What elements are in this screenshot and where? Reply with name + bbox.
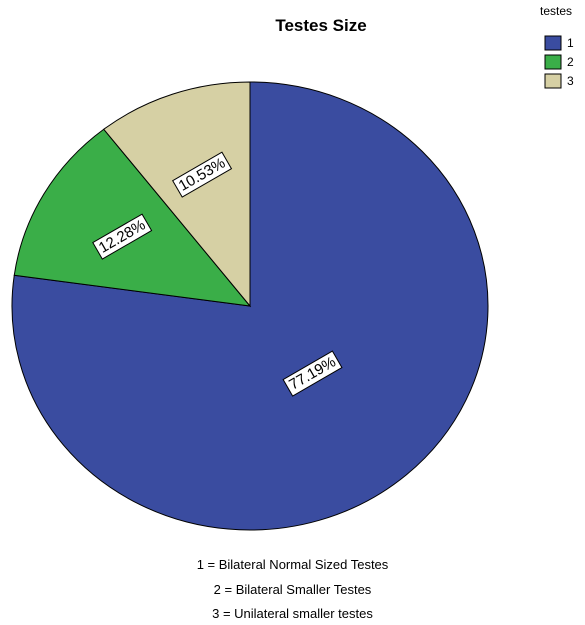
- legend-swatch-2: [545, 55, 561, 69]
- legend-label-2: 2: [567, 55, 574, 69]
- legend-swatch-1: [545, 36, 561, 50]
- legend-label-1: 1: [567, 36, 574, 50]
- chart-title: Testes Size: [275, 16, 366, 35]
- legend-swatch-3: [545, 74, 561, 88]
- category-note-2: 2 = Bilateral Smaller Testes: [0, 582, 585, 597]
- pie-slices: [12, 82, 488, 530]
- pie-chart: Testes Size 77.19%12.28%10.53% testes 12…: [0, 0, 585, 540]
- category-note-3: 3 = Unilateral smaller testes: [0, 606, 585, 621]
- category-note-1: 1 = Bilateral Normal Sized Testes: [0, 557, 585, 572]
- legend: testes 1 2 3: [540, 4, 574, 88]
- legend-title: testes: [540, 4, 572, 18]
- legend-label-3: 3: [567, 74, 574, 88]
